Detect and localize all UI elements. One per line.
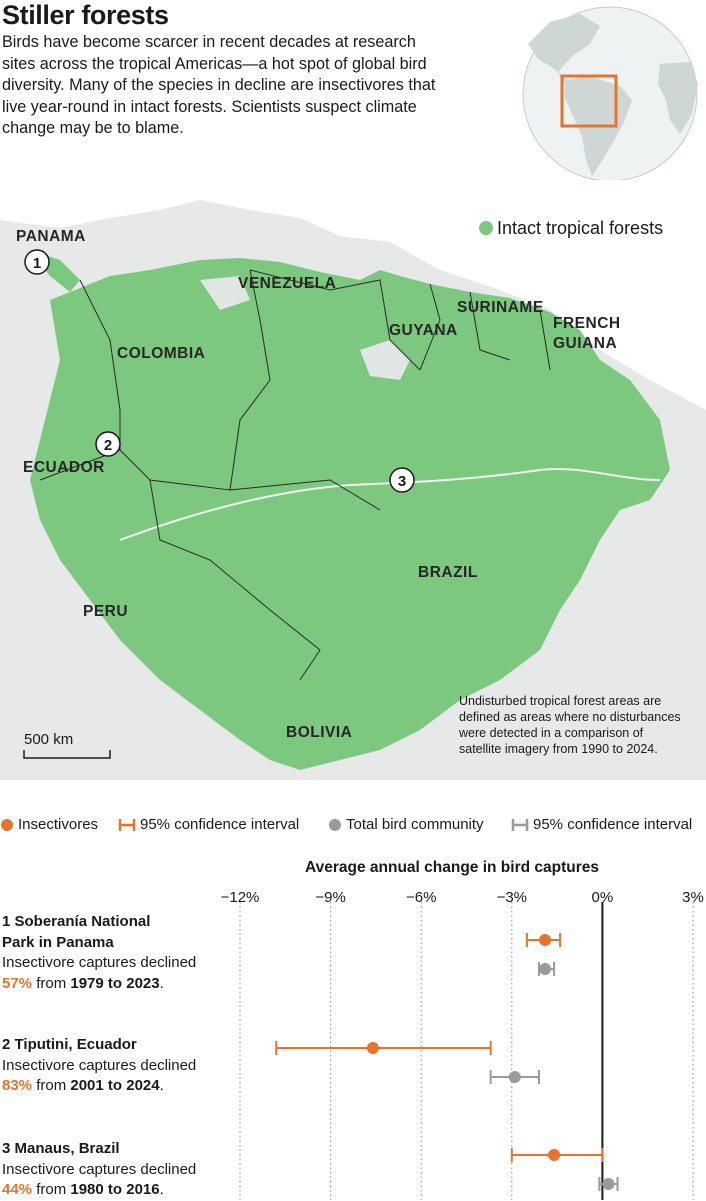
site-1-period: . (159, 974, 164, 992)
chart-title: Average annual change in bird captures (305, 859, 599, 876)
insectivores-mark-site-1 (525, 933, 562, 947)
forest-map: PANAMA VENEZUELA SURINAME FRENCH GUIANA … (0, 180, 706, 780)
label-panama: PANAMA (16, 228, 86, 245)
map-note-line-2: defined as areas where no disturbances (459, 710, 681, 724)
site-1-desc: Insectivore captures declined (2, 954, 197, 971)
scale-bar: 500 km (23, 731, 111, 759)
insectivores-point (539, 934, 552, 946)
label-brazil: BRAZIL (418, 564, 478, 581)
x-tick-label: 3% (682, 889, 704, 906)
site-1-years: 1979 to 2023 (70, 974, 160, 992)
total-point (508, 1071, 521, 1083)
chart-legend: Insectivores 95% confidence interval Tot… (0, 812, 706, 838)
insectivores-legend-marker (1, 819, 13, 831)
site-marker-1 (24, 249, 50, 275)
label-guiana: GUIANA (553, 335, 617, 352)
site-marker-2 (95, 431, 121, 457)
x-tick-label: −9% (315, 889, 345, 906)
site-1-pct: 57% (2, 974, 33, 992)
map-legend: Intact tropical forests (479, 218, 663, 238)
site-3-period: . (159, 1181, 164, 1198)
label-french: FRENCH (553, 315, 621, 332)
site-1-name-line-1: 1 Soberanía National (2, 913, 151, 930)
insectivores-point (366, 1042, 379, 1054)
forest-legend-label: Intact tropical forests (497, 218, 663, 238)
site-1-name-line-2: Park in Panama (2, 933, 114, 951)
map-note-line-4: satellite imagery from 1990 to 2024. (459, 742, 658, 756)
total-point (539, 963, 552, 975)
site-2-period: . (159, 1077, 164, 1094)
insectivores-point (548, 1149, 561, 1161)
total-mark-site-1 (537, 962, 556, 976)
map-note-line-1: Undisturbed tropical forest areas are (459, 694, 661, 708)
site-2-from: from (36, 1077, 67, 1094)
intro-text: Birds have become scarcer in recent deca… (2, 33, 436, 137)
site-marker-3-label: 3 (398, 473, 406, 490)
site-2-pct: 83% (2, 1077, 33, 1094)
site-3-name: 3 Manaus, Brazil (2, 1140, 120, 1157)
insectivores-mark-site-3 (510, 1148, 604, 1162)
country-labels: PANAMA VENEZUELA SURINAME FRENCH GUIANA … (16, 228, 621, 741)
site-1-block: 1 Soberanía National Park in Panama Inse… (2, 912, 232, 994)
x-tick-label: −3% (497, 889, 527, 906)
insect-ci-legend-marker (118, 819, 136, 831)
label-venezuela: VENEZUELA (238, 275, 336, 292)
country-borders (39, 269, 551, 681)
site-marker-1-label: 1 (33, 255, 41, 272)
page-title: Stiller forests (2, 0, 169, 30)
label-guyana: GUYANA (389, 322, 458, 339)
non-forest-patch (360, 340, 410, 380)
bird-capture-chart: Average annual change in bird captures −… (221, 859, 704, 1200)
total-mark-site-3 (598, 1177, 619, 1191)
total-legend-marker (329, 819, 341, 831)
globe-land-africa (658, 62, 698, 134)
total-ci-legend-marker (511, 819, 529, 831)
map-note-line-3: were detected in a comparison of (458, 726, 644, 740)
site-3-desc: Insectivore captures declined (2, 1160, 197, 1178)
globe-focus-box (560, 74, 618, 128)
site-2-name: 2 Tiputini, Ecuador (2, 1036, 137, 1053)
site-2-desc: Insectivore captures declined (2, 1056, 197, 1074)
site-marker-2-label: 2 (104, 437, 112, 454)
label-colombia: COLOMBIA (117, 345, 205, 362)
site-3-block: 3 Manaus, Brazil Insectivore captures de… (2, 1139, 232, 1201)
globe-inset (522, 6, 698, 182)
site-3-pct: 44% (2, 1181, 33, 1198)
label-ecuador: ECUADOR (23, 459, 105, 476)
legend-total-community: Total bird community (346, 816, 484, 833)
site-3-years: 1980 to 2016 (70, 1181, 160, 1198)
forest-legend-swatch (479, 221, 493, 235)
total-point (602, 1178, 615, 1190)
non-forest-patch (200, 276, 250, 310)
x-tick-label: 0% (592, 889, 614, 906)
site-1-from: from (36, 974, 67, 992)
site-1-stat: 57% from 1979 to 2023. (2, 974, 232, 995)
legend-ci-insectivores: 95% confidence interval (140, 816, 300, 833)
map-note: Undisturbed tropical forest areas are de… (458, 694, 681, 756)
forest-area (30, 258, 670, 770)
scale-label: 500 km (24, 731, 73, 748)
legend-ci-total: 95% confidence interval (533, 816, 693, 833)
site-3-stat: 44% from 1980 to 2016. (2, 1180, 232, 1201)
globe-land-north-america (528, 14, 600, 72)
legend-insectivores: Insectivores (18, 816, 99, 833)
label-bolivia: BOLIVIA (286, 724, 352, 741)
site-marker-3 (389, 467, 415, 493)
label-suriname: SURINAME (457, 299, 544, 316)
site-2-years: 2001 to 2024 (70, 1077, 160, 1094)
river (119, 468, 661, 541)
x-tick-label: −6% (406, 889, 436, 906)
insectivores-mark-site-2 (275, 1041, 492, 1055)
total-mark-site-2 (489, 1070, 540, 1084)
label-peru: PERU (83, 603, 128, 620)
site-2-block: 2 Tiputini, Ecuador Insectivore captures… (2, 1035, 232, 1097)
site-3-from: from (36, 1181, 67, 1198)
site-2-stat: 83% from 2001 to 2024. (2, 1076, 232, 1097)
x-tick-label: −12% (221, 889, 260, 906)
site-markers: 1 2 3 (24, 249, 415, 493)
